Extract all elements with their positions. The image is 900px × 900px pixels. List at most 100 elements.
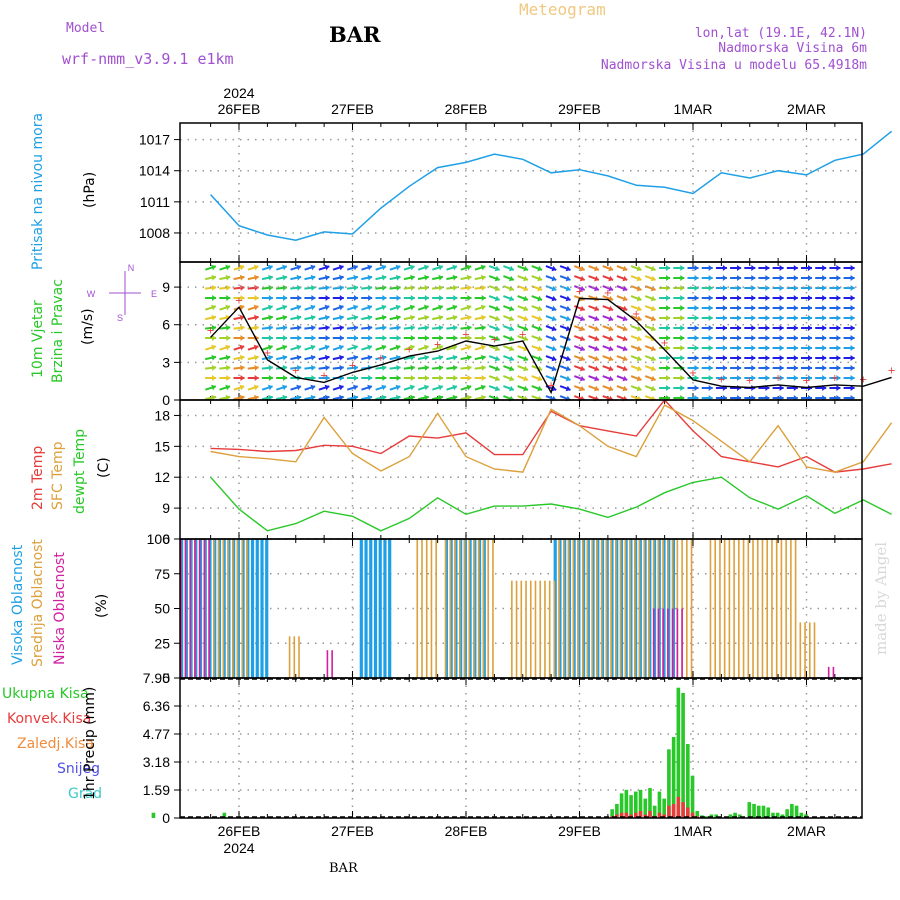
wind-arrow-head: [836, 375, 841, 381]
wind-arrow: [233, 354, 245, 361]
wind-arrow-head: [808, 335, 812, 341]
wind-arrow-head: [494, 365, 500, 372]
wind-arrow-head: [310, 274, 316, 281]
wind-arrow: [786, 375, 798, 381]
wind-arrow-head: [282, 264, 287, 271]
wind-arrow: [488, 335, 500, 342]
wind-arrow: [403, 284, 415, 291]
wind-gust-marker: +: [462, 329, 470, 340]
wind-arrow: [616, 375, 628, 382]
wind-arrow: [772, 315, 784, 321]
wind-arrow: [573, 305, 586, 312]
wind-arrow-head: [494, 385, 500, 392]
wind-arrow: [602, 345, 614, 352]
wind-arrow: [318, 295, 330, 301]
wind-arrow: [276, 295, 288, 301]
wind-arrow-head: [211, 344, 216, 351]
wind-arrow: [432, 375, 444, 381]
wind-arrow: [687, 365, 699, 371]
wind-arrow-head: [850, 295, 855, 301]
cloud-bar-mid: [799, 622, 802, 678]
wind-arrow-head: [793, 325, 798, 331]
wind-arrow-head: [410, 314, 415, 321]
wind-arrow: [687, 275, 699, 281]
wind-arrow: [730, 335, 742, 341]
wind-arrow: [744, 275, 756, 281]
cloud-ytick-label: 50: [154, 601, 170, 617]
wind-arrow: [304, 274, 316, 281]
wind-arrow: [659, 275, 671, 281]
wind-arrow: [616, 385, 628, 392]
wind-arrow-head: [622, 295, 628, 302]
wind-arrow: [786, 265, 798, 271]
wind-arrow-head: [650, 385, 656, 392]
wind-arrow: [573, 355, 586, 362]
wind-arrow-head: [339, 354, 344, 361]
wind-arrow-head: [494, 305, 500, 312]
precip-conv-label: Konvek.Kisa: [7, 711, 92, 727]
wind-arrow: [644, 325, 656, 332]
wind-arrow-head: [850, 375, 855, 381]
cloud-bar-mid: [482, 539, 485, 678]
precip-ytick-label: 1.59: [143, 782, 170, 798]
wind-arrow-head: [253, 344, 259, 351]
precip-total-bar: [794, 805, 799, 818]
precip-total-bar: [648, 788, 652, 818]
wind-arrow: [304, 335, 316, 341]
wind-arrow-head: [410, 324, 415, 331]
wind-arrow-head: [267, 264, 273, 271]
wind-arrow-head: [424, 364, 429, 371]
wind-arrow-head: [722, 335, 727, 341]
wind-arrow-head: [254, 324, 259, 331]
wind-arrow: [403, 335, 415, 341]
wind-arrow: [474, 375, 486, 381]
wind-arrow-head: [268, 354, 273, 361]
wind-arrow-head: [737, 375, 742, 381]
wind-arrow: [304, 284, 316, 291]
wind-arrow-head: [722, 285, 727, 291]
wind-arrow: [630, 325, 642, 332]
wind-arrow-head: [680, 355, 685, 361]
cloud-bar-low: [827, 666, 830, 678]
wind-arrow-head: [650, 375, 656, 382]
wind-arrow-head: [850, 285, 855, 291]
wind-arrow-head: [594, 275, 599, 282]
wind-arrow: [276, 375, 288, 381]
precip-conv-bar: [695, 816, 700, 818]
wind-arrow-head: [765, 295, 770, 301]
wind-arrow: [417, 284, 429, 291]
wind-arrow-head: [650, 365, 656, 372]
wind-arrow-head: [508, 305, 514, 312]
wind-arrow: [318, 394, 330, 401]
wind-arrow-head: [751, 275, 756, 281]
wind-arrow: [304, 295, 316, 301]
wind-arrow-head: [636, 275, 642, 282]
bottom-day-label: 26FEB: [218, 823, 261, 839]
wind-arrow-head: [636, 365, 642, 372]
wind-arrow: [644, 275, 656, 282]
wind-arrow-head: [466, 314, 472, 321]
wind-arrow: [786, 335, 798, 341]
wind-arrow-head: [423, 264, 429, 271]
cloud-bar-mid: [534, 580, 537, 678]
wind-arrow: [219, 295, 231, 301]
wind-arrow: [815, 335, 827, 341]
wind-arrow-head: [396, 324, 401, 331]
precip-total-label: Ukupna Kisa: [2, 686, 89, 702]
wind-arrow: [503, 375, 515, 382]
wind-arrow-head: [622, 305, 628, 312]
wind-arrow-head: [424, 284, 429, 291]
wind-arrow: [602, 385, 614, 392]
wind-arrow: [744, 345, 756, 351]
wind-arrow-head: [339, 295, 344, 301]
wind-arrow: [616, 275, 628, 282]
wind-arrow: [559, 305, 571, 312]
wind-arrow-head: [225, 344, 231, 351]
wind-arrow-head: [650, 315, 656, 322]
wind-arrow-head: [622, 375, 628, 382]
wind-gust-marker: +: [689, 368, 697, 379]
wind-arrow-head: [737, 275, 742, 281]
wind-arrow: [829, 305, 841, 311]
wind-arrow-head: [352, 304, 358, 311]
wind-arrow: [361, 314, 373, 321]
